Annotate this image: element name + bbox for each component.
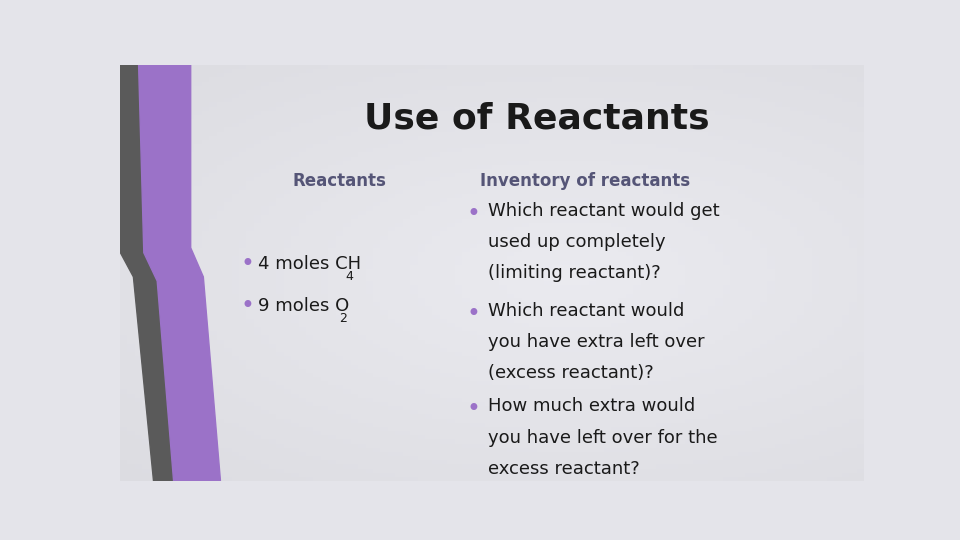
Text: Which reactant would get: Which reactant would get (489, 202, 720, 220)
Text: How much extra would: How much extra would (489, 397, 696, 415)
Text: •: • (240, 252, 253, 276)
Text: 9 moles O: 9 moles O (257, 297, 348, 315)
Text: you have left over for the: you have left over for the (489, 429, 718, 447)
Text: (limiting reactant)?: (limiting reactant)? (489, 265, 661, 282)
Text: you have extra left over: you have extra left over (489, 333, 705, 351)
Text: •: • (467, 397, 481, 421)
Text: Reactants: Reactants (293, 172, 387, 190)
Polygon shape (138, 65, 221, 481)
Polygon shape (120, 65, 205, 481)
Text: (excess reactant)?: (excess reactant)? (489, 364, 654, 382)
Text: •: • (240, 294, 253, 318)
Text: 4: 4 (346, 271, 353, 284)
Text: Which reactant would: Which reactant would (489, 302, 684, 320)
Text: used up completely: used up completely (489, 233, 666, 251)
Text: 4 moles CH: 4 moles CH (257, 255, 361, 273)
Text: Inventory of reactants: Inventory of reactants (480, 172, 690, 190)
Text: •: • (467, 202, 481, 226)
Text: •: • (467, 302, 481, 326)
Text: excess reactant?: excess reactant? (489, 460, 640, 478)
Text: 2: 2 (340, 312, 348, 325)
Text: Use of Reactants: Use of Reactants (364, 102, 709, 136)
